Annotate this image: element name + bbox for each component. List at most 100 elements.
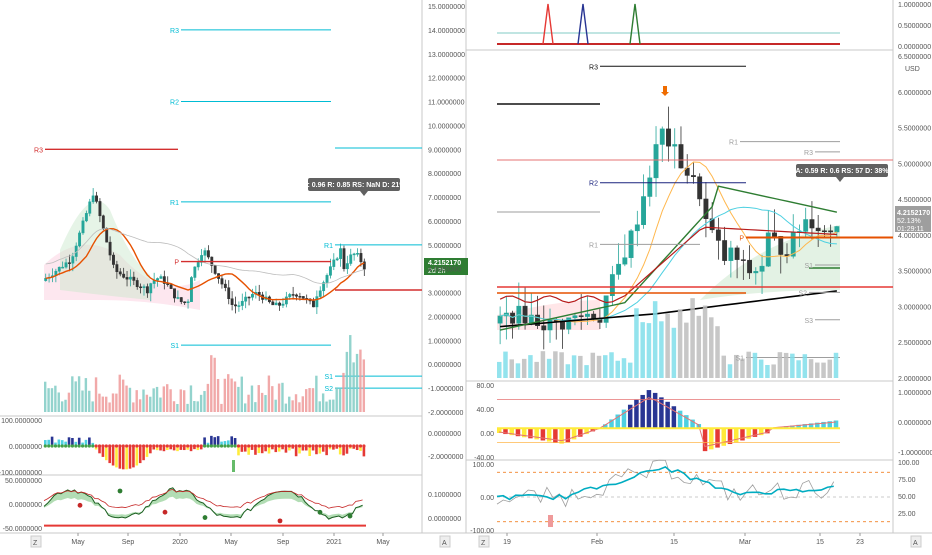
- left-osc1-bar: [240, 446, 244, 452]
- left-osc1-dot: [101, 444, 105, 448]
- right-osc1-bar: [746, 428, 751, 439]
- y-tick-label: 0.00: [480, 431, 494, 438]
- right-osc1-bar: [677, 410, 683, 429]
- right-top-spike: [542, 3, 554, 45]
- left-volume-bar: [67, 392, 71, 412]
- left-volume-bar: [166, 384, 169, 412]
- left-osc1-dot: [338, 444, 342, 448]
- pivot-label: R2: [589, 181, 598, 188]
- left-candle-body: [220, 278, 224, 285]
- right-auto-button[interactable]: A: [913, 540, 918, 547]
- y-tick-label: 3.0000000: [898, 304, 931, 311]
- left-volume-bar: [186, 403, 189, 412]
- pivot-label: R1: [589, 242, 598, 249]
- left-volume-bar: [118, 374, 121, 412]
- left-osc1-bar: [315, 446, 318, 455]
- left-osc1-dot: [84, 444, 88, 448]
- left-auto-button[interactable]: A: [442, 540, 447, 547]
- left-candle-body: [342, 248, 346, 270]
- right-zoom-button[interactable]: Z: [481, 540, 486, 547]
- left-candle-body: [162, 276, 166, 284]
- left-osc1-bar: [213, 437, 217, 446]
- left-osc1-dot: [74, 444, 78, 448]
- right-candle-body: [728, 247, 734, 261]
- left-candle-body: [57, 266, 61, 272]
- left-osc1-bar: [308, 446, 311, 456]
- left-volume-bar: [81, 390, 84, 412]
- right-candle-body: [497, 315, 503, 324]
- left-osc1-bar: [142, 446, 145, 461]
- left-candle-body: [145, 286, 149, 294]
- right-candle-body: [659, 128, 665, 145]
- left-candle-body: [135, 280, 139, 288]
- left-osc1-bar: [332, 446, 335, 450]
- left-osc1-bar: [311, 446, 315, 451]
- left-osc1-dot: [91, 444, 95, 448]
- left-osc1-dot: [189, 444, 193, 448]
- left-osc1-dot: [158, 444, 163, 448]
- pivot-label: R1: [729, 140, 738, 147]
- left-osc1-bar: [359, 446, 362, 451]
- right-osc1-bar: [571, 428, 577, 440]
- left-osc1-bar: [362, 446, 366, 457]
- y-tick-label: 7.0000000: [428, 195, 461, 202]
- right-candle-body: [566, 317, 572, 330]
- right-volume-bar: [715, 326, 720, 378]
- right-candle-body: [821, 230, 827, 232]
- left-osc1-bar: [325, 446, 328, 456]
- right-candle-body: [622, 257, 628, 265]
- right-candle-body: [522, 305, 528, 324]
- left-osc1-bar: [274, 446, 278, 453]
- right-volume-bar: [821, 362, 826, 378]
- left-volume-bar: [179, 389, 182, 412]
- left-volume-bar: [311, 388, 315, 412]
- right-volume-bar: [640, 322, 645, 378]
- pivot-label: R3: [170, 28, 179, 35]
- left-osc1-bar: [101, 446, 105, 457]
- pivot-label: S3: [804, 318, 813, 325]
- left-osc1-dot: [328, 444, 332, 448]
- left-candle-body: [67, 262, 71, 264]
- pivot-label: R3: [589, 64, 598, 71]
- right-volume-bar: [546, 358, 552, 378]
- left-volume-bar: [88, 390, 91, 412]
- left-candle-body: [362, 261, 366, 270]
- y-tick-label: 8.0000000: [428, 171, 461, 178]
- right-volume-bar: [721, 355, 727, 378]
- left-osc1-bar: [152, 446, 156, 450]
- left-candle-body: [213, 265, 217, 274]
- right-volume-bar: [808, 359, 814, 378]
- right-volume-bar: [796, 360, 801, 378]
- right-candle-body: [778, 236, 784, 255]
- right-osc1-bar: [758, 428, 764, 436]
- left-osc1-dot: [57, 444, 61, 448]
- right-candle-body: [697, 176, 703, 200]
- left-candle-body: [281, 303, 285, 306]
- y-tick-label: 0.0000000: [9, 444, 42, 451]
- y-tick-label: 12.0000000: [428, 76, 465, 83]
- left-candle-body: [71, 256, 75, 264]
- left-volume-bar: [321, 393, 325, 412]
- left-osc1-bar: [54, 442, 57, 446]
- left-osc1-bar: [98, 446, 101, 454]
- left-volume-bar: [264, 395, 267, 412]
- right-osc1-bar: [815, 422, 820, 429]
- left-price-sub: 2d 2h: [428, 268, 446, 275]
- left-osc1-dot: [341, 444, 346, 448]
- left-candle-body: [95, 195, 98, 202]
- left-osc1-bar: [169, 446, 173, 450]
- left-volume-bar: [233, 381, 237, 412]
- right-osc1-bar: [721, 428, 727, 446]
- right-volume-bar: [503, 351, 508, 378]
- right-osc1-bar: [802, 424, 808, 429]
- left-osc1-dot: [291, 444, 295, 448]
- left-osc1-bar: [254, 446, 257, 455]
- y-tick-label: 0.00: [480, 495, 494, 502]
- right-volume-bar: [727, 364, 733, 378]
- left-zoom-button[interactable]: Z: [33, 540, 38, 547]
- left-osc1-dot: [294, 444, 298, 448]
- left-volume-bar: [57, 392, 60, 412]
- left-osc1-bar: [111, 446, 115, 466]
- y-tick-label: -1.0000000: [428, 386, 464, 393]
- left-volume-bar: [128, 387, 132, 412]
